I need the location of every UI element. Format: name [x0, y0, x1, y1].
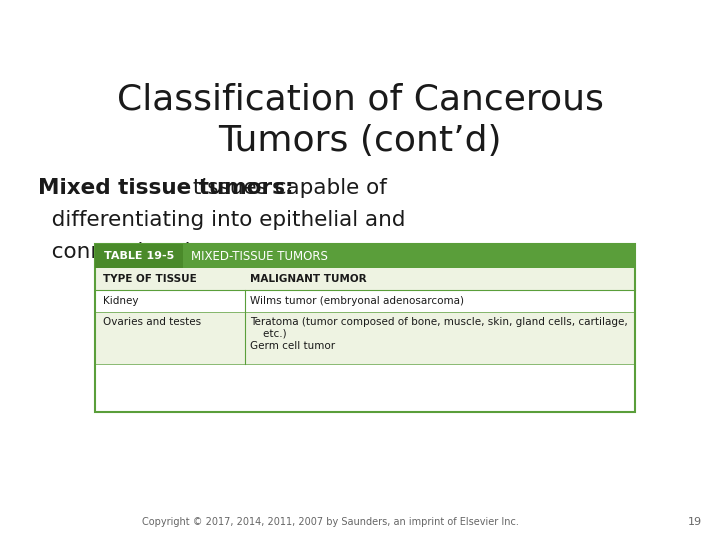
- Text: Ovaries and testes: Ovaries and testes: [103, 317, 201, 327]
- Text: TYPE OF TISSUE: TYPE OF TISSUE: [103, 274, 197, 284]
- Text: differentiating into epithelial and: differentiating into epithelial and: [38, 210, 405, 230]
- Text: Teratoma (tumor composed of bone, muscle, skin, gland cells, cartilage,: Teratoma (tumor composed of bone, muscle…: [250, 317, 628, 327]
- FancyBboxPatch shape: [95, 244, 635, 268]
- Text: Classification of Cancerous
Tumors (cont’d): Classification of Cancerous Tumors (cont…: [117, 82, 603, 158]
- FancyBboxPatch shape: [95, 290, 635, 312]
- Text: 19: 19: [688, 517, 702, 527]
- Text: connective tissue: connective tissue: [38, 242, 240, 262]
- Text: etc.): etc.): [250, 329, 287, 339]
- Text: Copyright © 2017, 2014, 2011, 2007 by Saunders, an imprint of Elsevier Inc.: Copyright © 2017, 2014, 2011, 2007 by Sa…: [142, 517, 518, 527]
- FancyBboxPatch shape: [95, 312, 635, 364]
- FancyBboxPatch shape: [95, 244, 183, 268]
- Text: TABLE 19-5: TABLE 19-5: [104, 251, 174, 261]
- Text: tissues capable of: tissues capable of: [186, 178, 387, 198]
- Text: Mixed tissue tumors:: Mixed tissue tumors:: [38, 178, 294, 198]
- Text: Kidney: Kidney: [103, 296, 138, 306]
- Text: MALIGNANT TUMOR: MALIGNANT TUMOR: [250, 274, 366, 284]
- Text: Wilms tumor (embryonal adenosarcoma): Wilms tumor (embryonal adenosarcoma): [250, 296, 464, 306]
- FancyBboxPatch shape: [95, 268, 635, 290]
- Text: MIXED-TISSUE TUMORS: MIXED-TISSUE TUMORS: [191, 249, 328, 262]
- Text: Germ cell tumor: Germ cell tumor: [250, 341, 335, 351]
